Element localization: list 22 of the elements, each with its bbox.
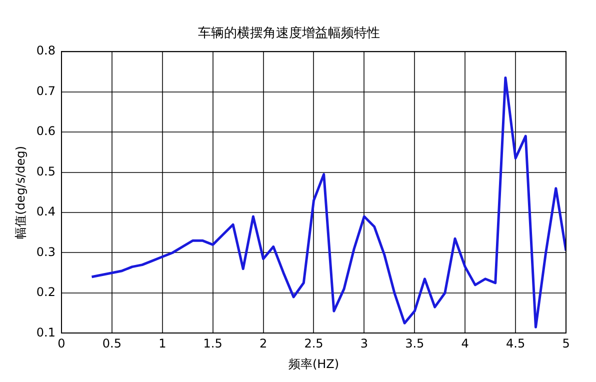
- x-tick-label: 5: [562, 336, 570, 351]
- x-tick-label: 3: [360, 336, 368, 351]
- x-axis-title: 频率(HZ): [288, 356, 340, 371]
- x-tick-label: 3.5: [405, 336, 424, 351]
- x-tick-label: 4.5: [506, 336, 526, 351]
- x-tick-label: 2: [259, 336, 268, 351]
- y-tick-label: 0.5: [36, 164, 56, 178]
- x-tick-label: 0: [58, 336, 66, 351]
- y-tick-label: 0.8: [36, 44, 56, 58]
- x-tick-label: 1.5: [203, 336, 222, 351]
- x-tick-label: 0.5: [102, 336, 122, 351]
- y-tick-label: 0.7: [36, 84, 56, 98]
- y-tick-label: 0.6: [36, 124, 56, 138]
- y-tick-label: 0.2: [36, 285, 56, 300]
- x-tick-label: 2.5: [304, 336, 324, 351]
- chart-title: 车辆的横摆角速度增益幅频特性: [198, 25, 380, 42]
- y-tick-label: 0.4: [36, 204, 56, 219]
- y-tick-label: 0.1: [36, 325, 56, 340]
- x-tick-label: 1: [158, 336, 166, 351]
- x-tick-label: 4: [461, 336, 469, 351]
- y-tick-label: 0.3: [36, 244, 56, 259]
- y-axis-title: 幅值(deg/s/deg): [13, 146, 28, 239]
